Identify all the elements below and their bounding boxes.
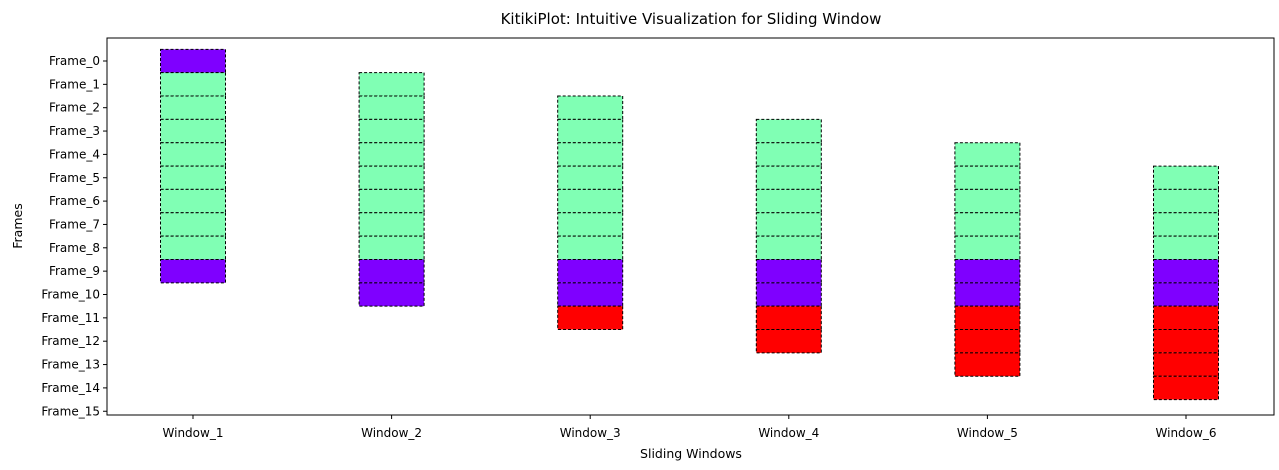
y-tick-label: Frame_5	[49, 171, 100, 185]
cell-purple	[1153, 258, 1219, 284]
cell-purple	[160, 48, 226, 74]
cell-green	[557, 188, 624, 214]
cell-green	[755, 188, 822, 214]
cell-green	[557, 118, 624, 144]
x-tick-label: Window_4	[758, 426, 819, 440]
window-column-5	[954, 142, 1021, 377]
y-tick-label: Frame_8	[49, 241, 100, 255]
cell-purple	[358, 282, 425, 307]
y-tick-label: Frame_3	[49, 124, 100, 138]
y-tick-label: Frame_12	[41, 334, 100, 348]
y-axis-label: Frames	[10, 203, 25, 248]
x-tick-label: Window_6	[1156, 426, 1217, 440]
cell-purple	[358, 258, 425, 284]
cell-green	[358, 72, 425, 97]
cell-red	[954, 329, 1021, 354]
cell-purple	[1153, 282, 1219, 307]
cell-red	[1153, 375, 1219, 401]
cell-red	[755, 329, 822, 354]
x-tick-label: Window_2	[361, 426, 422, 440]
cell-green	[358, 142, 425, 167]
y-tick-label: Frame_9	[49, 264, 100, 278]
cell-green	[755, 142, 822, 167]
cell-green	[160, 142, 226, 167]
x-axis: Window_1 Window_2 Window_3 Window_4 Window_5…	[163, 415, 1217, 440]
cell-green	[160, 165, 226, 190]
cell-red	[954, 305, 1021, 331]
cell-green	[557, 212, 624, 237]
y-tick-label: Frame_6	[49, 194, 100, 208]
cell-purple	[557, 258, 624, 284]
cell-red	[1153, 305, 1219, 331]
y-tick-label: Frame_14	[41, 381, 100, 395]
x-tick-label: Window_3	[560, 426, 621, 440]
cell-green	[160, 72, 226, 97]
cell-green	[160, 212, 226, 237]
y-tick-label: Frame_1	[49, 77, 100, 91]
plot-area-border	[106, 37, 1275, 416]
window-column-4	[755, 118, 822, 354]
cell-green	[358, 188, 425, 214]
cell-green	[954, 142, 1021, 167]
y-tick-label: Frame_15	[41, 404, 100, 418]
cell-purple	[954, 258, 1021, 284]
cell-green	[358, 118, 425, 144]
cell-green	[358, 212, 425, 237]
window-column-1	[160, 48, 226, 284]
y-tick-label: Frame_7	[49, 217, 100, 231]
x-tick-label: Window_5	[957, 426, 1018, 440]
cell-red	[755, 305, 822, 331]
cell-green	[160, 188, 226, 214]
y-tick-label: Frame_11	[41, 311, 100, 325]
cells-layer	[160, 48, 1219, 401]
cell-green	[358, 95, 425, 120]
window-column-6	[1153, 165, 1219, 401]
cell-purple	[160, 258, 226, 284]
cell-red	[1153, 329, 1219, 354]
y-tick-label: Frame_2	[49, 101, 100, 115]
cell-green	[954, 212, 1021, 237]
window-column-3	[557, 95, 624, 331]
cell-red	[557, 305, 624, 331]
cell-green	[358, 165, 425, 190]
cell-green	[160, 235, 226, 260]
cell-purple	[954, 282, 1021, 307]
cell-green	[557, 165, 624, 190]
cell-green	[1153, 235, 1219, 260]
cell-green	[1153, 212, 1219, 237]
cell-green	[755, 165, 822, 190]
y-tick-label: Frame_10	[41, 288, 100, 302]
cell-green	[1153, 188, 1219, 214]
window-column-2	[358, 72, 425, 307]
cell-purple	[557, 282, 624, 307]
y-tick-label: Frame_13	[41, 358, 100, 372]
cell-purple	[755, 282, 822, 307]
cell-green	[160, 95, 226, 120]
cell-green	[557, 95, 624, 120]
cell-green	[755, 212, 822, 237]
y-axis: Frame_0 Frame_1 Frame_2 Frame_3 Frame_4 Frame…	[41, 54, 107, 418]
cell-green	[755, 235, 822, 260]
y-tick-label: Frame_0	[49, 54, 100, 68]
cell-red	[954, 352, 1021, 377]
x-tick-label: Window_1	[163, 426, 224, 440]
cell-green	[160, 118, 226, 144]
cell-purple	[755, 258, 822, 284]
y-tick-label: Frame_4	[49, 147, 100, 161]
cell-green	[358, 235, 425, 260]
cell-green	[1153, 165, 1219, 190]
cell-green	[954, 188, 1021, 214]
cell-green	[954, 235, 1021, 260]
chart-title: KitikiPlot: Intuitive Visualization for …	[501, 10, 882, 28]
cell-green	[557, 142, 624, 167]
cell-green	[557, 235, 624, 260]
cell-red	[1153, 352, 1219, 377]
cell-green	[954, 165, 1021, 190]
cell-green	[755, 118, 822, 144]
x-axis-label: Sliding Windows	[640, 446, 742, 461]
